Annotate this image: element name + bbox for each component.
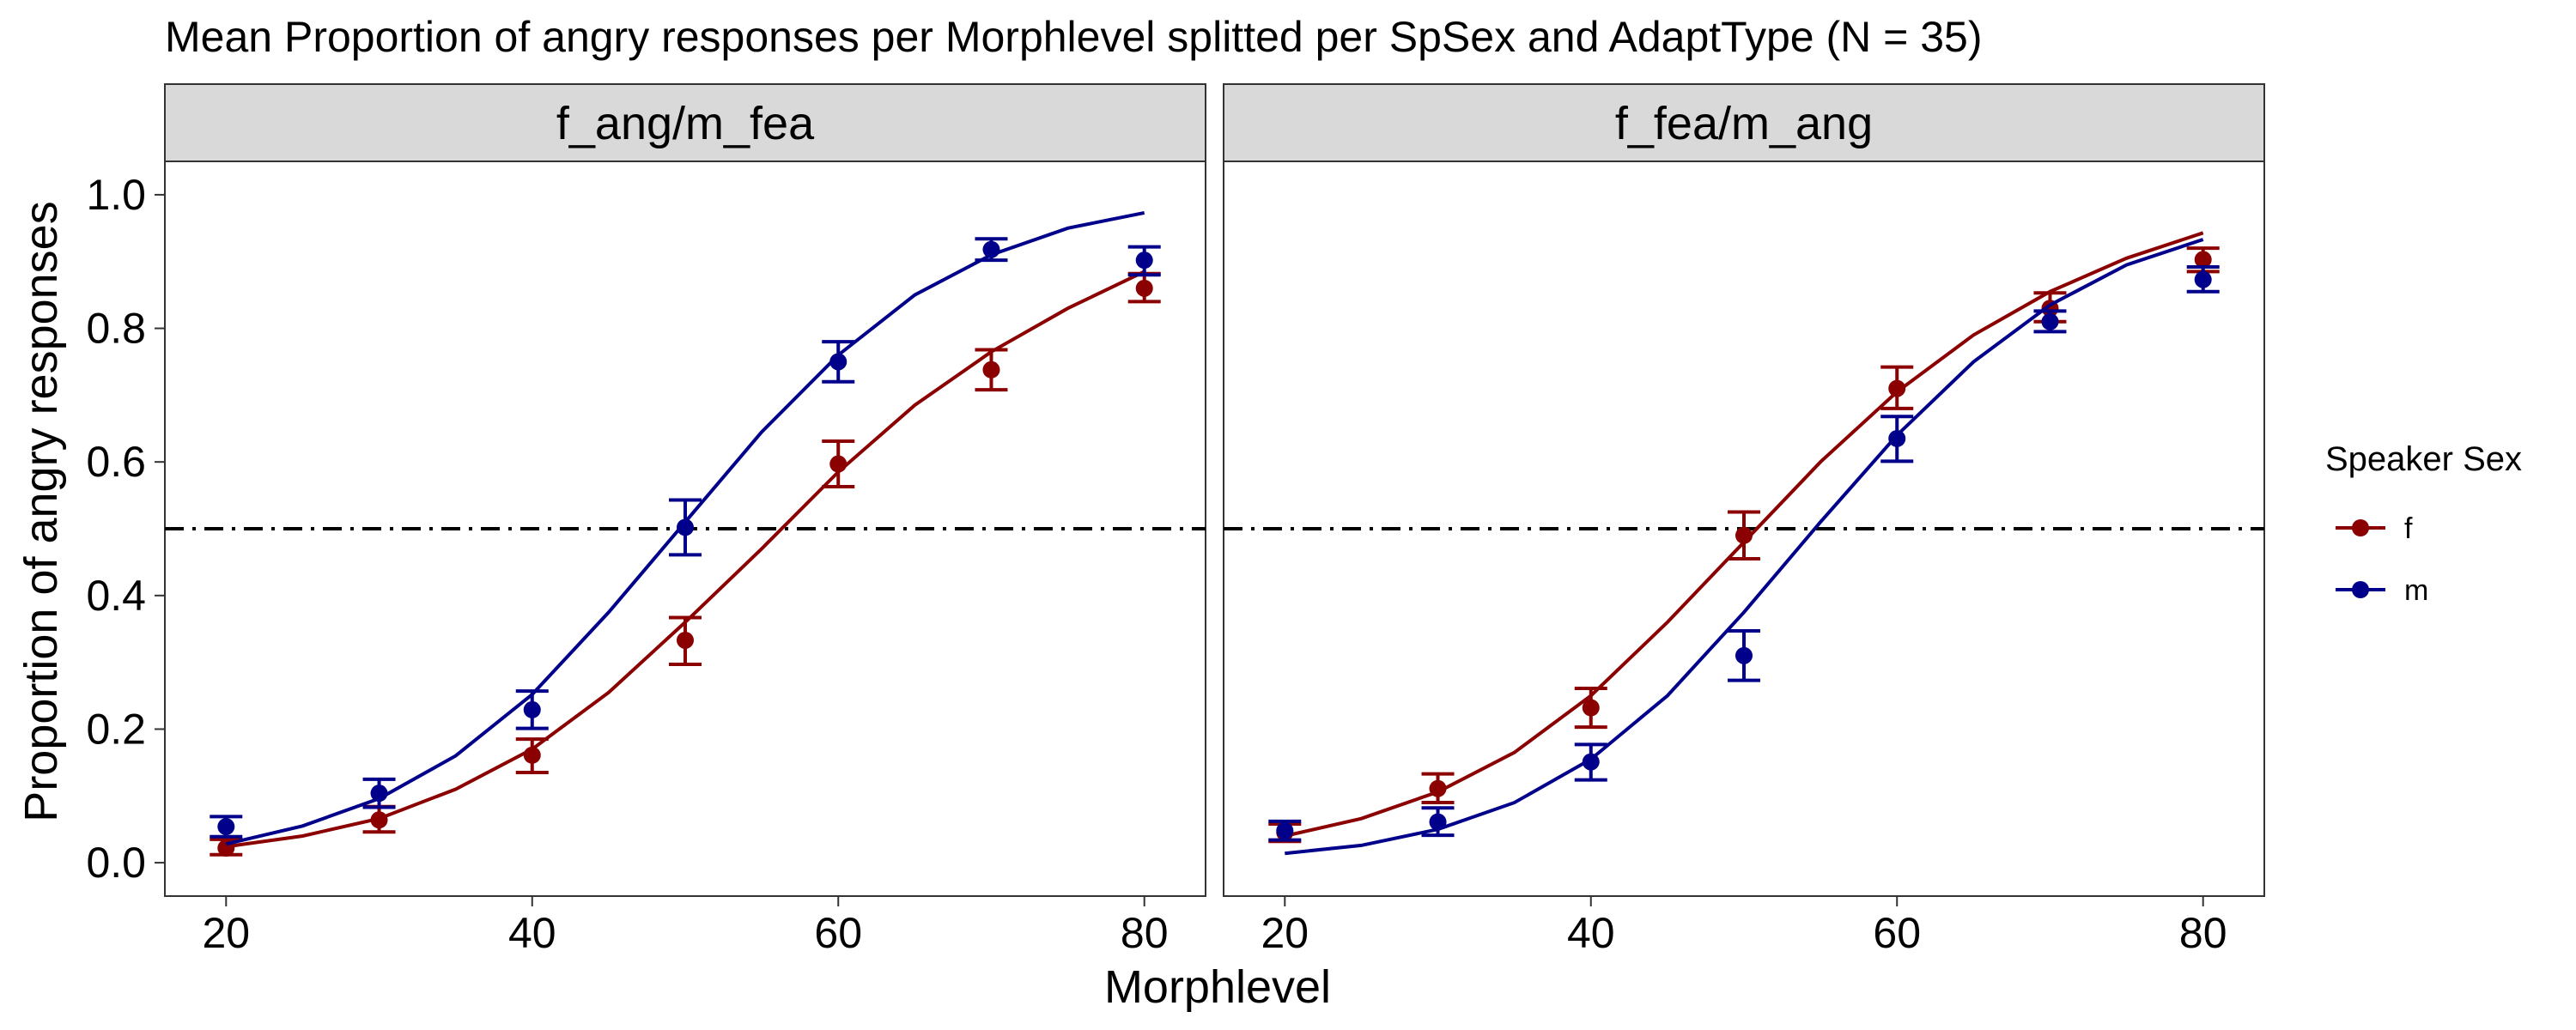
chart-title: Mean Proportion of angry responses per M… [165,13,1982,61]
data-point-f [1735,526,1753,544]
data-point-m [1429,813,1447,831]
facet-strip-label: f_fea/m_ang [1615,98,1873,149]
data-point-f [523,746,541,764]
y-tick-label: 0.0 [86,839,146,887]
facet-panel-1: f_fea/m_ang 20 40 60 80 [1223,83,2265,957]
data-point-m [1135,251,1153,270]
data-point-m [370,785,388,803]
y-tick-label: 0.2 [86,705,146,753]
x-tick-label: 40 [1567,909,1615,957]
data-point-m [1888,429,1906,447]
data-point-f [982,360,1000,379]
data-point-f [1135,279,1153,297]
data-point-m [829,353,848,371]
y-tick-label: 0.4 [86,572,146,620]
data-point-f [1582,699,1600,717]
legend-title: Speaker Sex [2325,440,2522,478]
legend-key-point-f [2352,519,2369,536]
series-m [210,210,1161,846]
facet-strip [164,83,1206,162]
data-point-m [2194,270,2212,288]
data-point-m [1582,753,1600,771]
x-tick-label: 40 [508,909,556,957]
x-tick-label: 60 [1873,909,1921,957]
data-point-m [1276,821,1294,839]
data-point-m [1735,646,1753,664]
data-point-f [677,631,694,649]
x-tick-label: 20 [1261,909,1309,957]
y-tick-label: 0.6 [86,438,146,486]
facet-panels: f_ang/m_fea 20 40 60 80 0.0 0.2 0.4 0.6 0.8 1.0 f_f… [86,83,2265,957]
data-point-m [217,818,235,836]
data-point-m [677,518,694,536]
series-m [1268,238,2220,856]
y-tick-label: 0.8 [86,305,146,353]
legend: Speaker Sex fm [2325,440,2522,607]
x-tick-label: 80 [2179,909,2227,957]
y-axis-title: Proportion of angry responses [15,201,67,821]
legend-label-f: f [2404,512,2413,545]
data-point-m [523,700,541,718]
x-axis-title: Morphlevel [1104,961,1331,1013]
x-tick-label: 20 [202,909,250,957]
data-point-m [2041,312,2059,330]
data-point-m [982,240,1000,258]
facet-panel-0: f_ang/m_fea 20 40 60 80 0.0 0.2 0.4 0.6 0.8 1.0 [86,83,1206,957]
data-point-f [1429,779,1447,797]
data-point-f [1888,379,1906,397]
data-point-f [370,811,388,829]
data-point-f [829,455,848,473]
data-point-f [2194,251,2212,269]
facet-strip [1223,83,2265,162]
x-tick-label: 80 [1121,909,1169,957]
legend-label-m: m [2404,574,2428,607]
x-tick-label: 60 [814,909,862,957]
legend-key-point-m [2352,581,2369,598]
y-tick-label: 1.0 [86,171,146,219]
facet-strip-label: f_ang/m_fea [556,98,815,149]
